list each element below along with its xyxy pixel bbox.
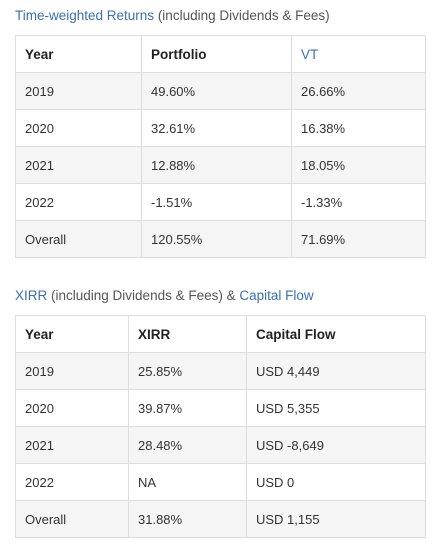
twr-title-link[interactable]: Time-weighted Returns <box>15 8 155 23</box>
table-row: 2019 49.60% 26.66% <box>15 72 426 110</box>
xirr-cell-xirr: 31.88% <box>128 500 247 538</box>
table-row: 2022 NA USD 0 <box>15 463 426 501</box>
twr-header-row: Year Portfolio VT <box>15 35 426 73</box>
twr-cell-portfolio: 49.60% <box>141 72 292 110</box>
xirr-cell-xirr: 39.87% <box>128 389 247 427</box>
twr-cell-vt: 71.69% <box>291 220 426 258</box>
table-row: 2022 -1.51% -1.33% <box>15 183 426 221</box>
twr-cell-year: 2019 <box>15 72 142 110</box>
twr-cell-vt: 18.05% <box>291 146 426 184</box>
xirr-cell-capital-flow: USD 0 <box>246 463 426 501</box>
capital-flow-title-link[interactable]: Capital Flow <box>239 288 314 303</box>
xirr-cell-capital-flow: USD 1,155 <box>246 500 426 538</box>
table-row: 2020 39.87% USD 5,355 <box>15 389 426 427</box>
table-row: 2021 12.88% 18.05% <box>15 146 426 184</box>
twr-cell-portfolio: 12.88% <box>141 146 292 184</box>
xirr-section-title: XIRR (including Dividends & Fees) & Capi… <box>15 288 314 303</box>
twr-table: Year Portfolio VT 2019 49.60% 26.66% 202… <box>15 35 426 258</box>
xirr-header-xirr: XIRR <box>128 315 247 353</box>
xirr-cell-capital-flow: USD 5,355 <box>246 389 426 427</box>
xirr-title-link[interactable]: XIRR <box>15 288 48 303</box>
table-row: 2020 32.61% 16.38% <box>15 109 426 147</box>
twr-cell-year: 2022 <box>15 183 142 221</box>
twr-cell-portfolio: 120.55% <box>141 220 292 258</box>
twr-cell-vt: 16.38% <box>291 109 426 147</box>
twr-section-title: Time-weighted Returns (including Dividen… <box>15 8 330 23</box>
twr-cell-vt: -1.33% <box>291 183 426 221</box>
xirr-cell-capital-flow: USD 4,449 <box>246 352 426 390</box>
xirr-header-year: Year <box>15 315 129 353</box>
xirr-cell-xirr: 28.48% <box>128 426 247 464</box>
twr-cell-year: Overall <box>15 220 142 258</box>
twr-header-year: Year <box>15 35 142 73</box>
xirr-cell-year: 2022 <box>15 463 129 501</box>
table-row: 2019 25.85% USD 4,449 <box>15 352 426 390</box>
twr-header-portfolio: Portfolio <box>141 35 292 73</box>
table-row: 2021 28.48% USD -8,649 <box>15 426 426 464</box>
xirr-cell-year: Overall <box>15 500 129 538</box>
xirr-cell-xirr: NA <box>128 463 247 501</box>
xirr-title-middle: (including Dividends & Fees) & <box>47 288 240 303</box>
twr-cell-portfolio: -1.51% <box>141 183 292 221</box>
twr-cell-vt: 26.66% <box>291 72 426 110</box>
xirr-cell-year: 2021 <box>15 426 129 464</box>
xirr-cell-capital-flow: USD -8,649 <box>246 426 426 464</box>
xirr-cell-xirr: 25.85% <box>128 352 247 390</box>
twr-header-vt-link[interactable]: VT <box>291 35 426 73</box>
twr-cell-year: 2021 <box>15 146 142 184</box>
twr-cell-portfolio: 32.61% <box>141 109 292 147</box>
xirr-header-capital-flow: Capital Flow <box>246 315 426 353</box>
xirr-cell-year: 2020 <box>15 389 129 427</box>
twr-title-suffix: (including Dividends & Fees) <box>154 8 330 23</box>
xirr-table: Year XIRR Capital Flow 2019 25.85% USD 4… <box>15 315 426 538</box>
table-row: Overall 120.55% 71.69% <box>15 220 426 258</box>
xirr-header-row: Year XIRR Capital Flow <box>15 315 426 353</box>
twr-cell-year: 2020 <box>15 109 142 147</box>
table-row: Overall 31.88% USD 1,155 <box>15 500 426 538</box>
xirr-cell-year: 2019 <box>15 352 129 390</box>
